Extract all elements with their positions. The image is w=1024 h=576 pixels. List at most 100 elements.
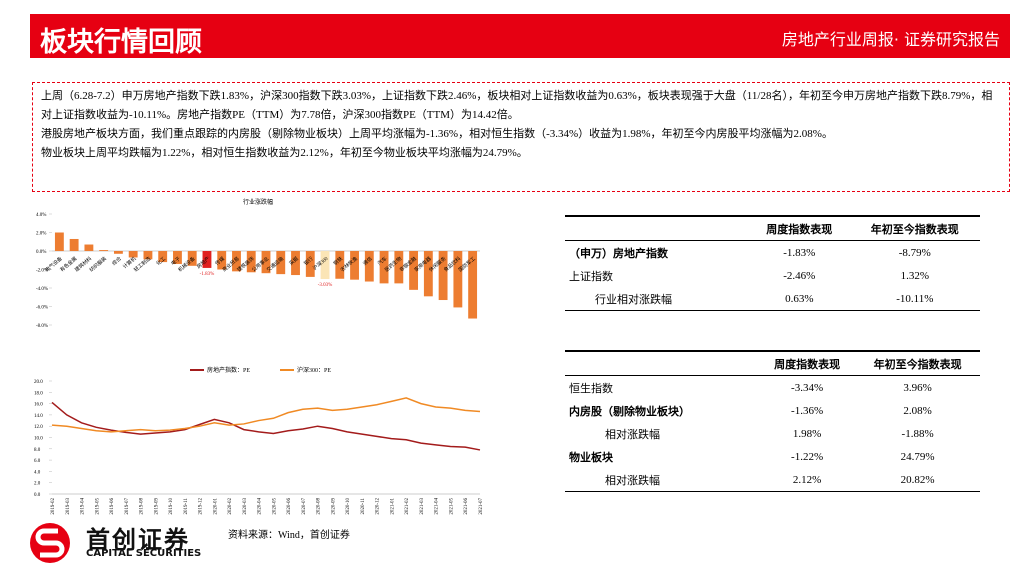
summary-text: 物业板块上周平均跌幅为1.22%，相对恒生指数收益为2.12%，年初至今物业板块…	[41, 147, 528, 159]
bar	[291, 251, 300, 276]
y-tick-label: -6.0%	[36, 306, 48, 311]
x-tick-label: 2020-09	[331, 498, 336, 515]
x-tick-label: 2020-06	[287, 498, 292, 515]
table-cell: 1.32%	[900, 269, 929, 282]
x-tick-label: 2019-11	[184, 498, 189, 515]
page-title: 板块行情回顾	[40, 27, 202, 58]
index-table: 周度指数表现 年初至今指数表现 （申万）房地产指数 -1.83% -8.79% 上证指数 -…	[565, 215, 980, 311]
bar	[409, 251, 419, 290]
x-tick-label: 2019-04	[81, 498, 86, 515]
x-tick-label: 通信	[361, 255, 373, 267]
hk-table: 周度指数表现 年初至今指数表现 恒生指数 -3.34% 3.96% 内房股（剔除物业板块）…	[565, 350, 980, 492]
header-cell	[565, 350, 759, 376]
table-cell: -1.88%	[901, 427, 934, 440]
y-tick-label: 4.0%	[36, 213, 46, 218]
x-tick-label: 2020-11	[361, 498, 366, 515]
y-tick-label: 16.0	[34, 403, 43, 408]
y-tick-label: -8.0%	[36, 324, 48, 329]
bar	[158, 251, 168, 263]
table-cell: -8.79%	[898, 246, 931, 259]
table-cell: 相对涨跌幅	[605, 428, 660, 441]
legend-label: 房地产指数：PE	[207, 366, 250, 374]
table-cell: -10.11%	[849, 287, 980, 311]
summary-text: 上周（6.28-7.2）申万房地产指数下跌1.83%，沪深300指数下跌3.03…	[41, 90, 993, 121]
table-cell: 上证指数	[569, 270, 613, 283]
table-cell: 3.96%	[903, 381, 932, 394]
x-tick-label: 传媒	[214, 255, 226, 267]
y-tick-label: 14.0	[34, 414, 43, 419]
bar	[99, 250, 109, 251]
table-row: 恒生指数 -3.34% 3.96%	[565, 376, 980, 400]
table-row: 相对涨跌幅 1.98% -1.88%	[565, 422, 980, 445]
y-tick-label: 18.0	[34, 391, 43, 396]
bar	[423, 251, 433, 297]
source-note: 资料来源：Wind，首创证券	[228, 530, 350, 541]
x-tick-label: 采掘	[288, 255, 300, 267]
table-cell: 20.82%	[855, 468, 980, 492]
bar	[305, 251, 315, 277]
x-tick-label: 2021-02	[405, 498, 410, 515]
table-cell: 1.98%	[792, 427, 822, 440]
header-row: 周度指数表现 年初至今指数表现	[565, 215, 980, 241]
summary-box: 上周（6.28-7.2）申万房地产指数下跌1.83%，沪深300指数下跌3.03…	[32, 82, 1010, 192]
x-tick-label: 2021-01	[390, 498, 395, 515]
logo-english: CAPITAL SECURITIES	[86, 548, 202, 559]
x-tick-label: 银行	[302, 255, 314, 267]
bar	[276, 251, 286, 275]
x-tick-label: 2021-05	[449, 498, 454, 515]
x-tick-label: 2020-08	[317, 498, 322, 515]
summary-text: 港股房地产板块方面，我们重点跟踪的内房股（剔除物业板块）上周平均涨幅为-1.36…	[41, 128, 833, 140]
table-cell: 2.12%	[759, 468, 856, 492]
table-cell: -1.83%	[783, 246, 816, 259]
x-tick-label: 2020-02	[228, 498, 233, 515]
table-cell: -3.34%	[791, 381, 824, 394]
x-tick-label: 2020-10	[346, 498, 351, 515]
x-tick-label: 纺织服装	[88, 255, 108, 273]
x-tick-label: 2021-07	[479, 498, 484, 515]
table-cell: -1.22%	[791, 450, 824, 463]
table-cell: 行业相对涨跌幅	[565, 287, 749, 311]
table-row: 相对涨跌幅 2.12% 20.82%	[565, 468, 980, 492]
x-tick-label: 2019-02	[51, 498, 56, 515]
table-cell: （申万）房地产指数	[569, 247, 668, 260]
bar	[173, 251, 182, 264]
x-tick-label: 2019-09	[154, 498, 159, 515]
bar	[232, 251, 241, 272]
bar	[84, 244, 94, 251]
y-tick-label: 4.0	[34, 470, 41, 475]
table-cell: 2.08%	[903, 404, 932, 417]
y-tick-label: -2.0%	[36, 269, 48, 274]
x-tick-label: 2019-08	[140, 498, 145, 515]
bar	[246, 251, 256, 273]
x-tick-label: 2019-06	[110, 498, 115, 515]
table-row: 上证指数 -2.46% 1.32%	[565, 264, 980, 287]
x-tick-label: 综合	[111, 255, 123, 267]
table-cell: 0.63%	[749, 287, 850, 311]
x-tick-label: 2021-06	[464, 498, 469, 515]
bar	[202, 251, 212, 268]
bar	[468, 251, 478, 319]
bar	[438, 251, 448, 301]
x-tick-label: 2019-12	[199, 498, 204, 515]
header-row: 周度指数表现 年初至今指数表现	[565, 350, 980, 376]
table-cell: 内房股（剔除物业板块）	[569, 405, 690, 418]
x-tick-label: 2020-03	[243, 498, 248, 515]
table-row: 内房股（剔除物业板块） -1.36% 2.08%	[565, 399, 980, 422]
y-tick-label: 2.0	[34, 482, 41, 487]
bar	[350, 251, 359, 280]
report-type: 房地产行业周报· 证券研究报告	[781, 30, 1000, 49]
header-cell	[565, 215, 749, 241]
bar	[69, 238, 79, 251]
y-tick-label: 0.0%	[36, 250, 46, 255]
table-cell: -2.46%	[783, 269, 816, 282]
data-label: -3.03%	[318, 283, 333, 288]
table-cell: 物业板块	[569, 451, 613, 464]
bar	[379, 251, 389, 284]
y-tick-label: 10.0	[34, 437, 43, 442]
y-tick-label: 6.0	[34, 459, 41, 464]
bar	[128, 251, 138, 258]
table-row: 物业板块 -1.22% 24.79%	[565, 445, 980, 468]
data-label: -1.83%	[200, 272, 215, 277]
bar	[364, 251, 374, 282]
